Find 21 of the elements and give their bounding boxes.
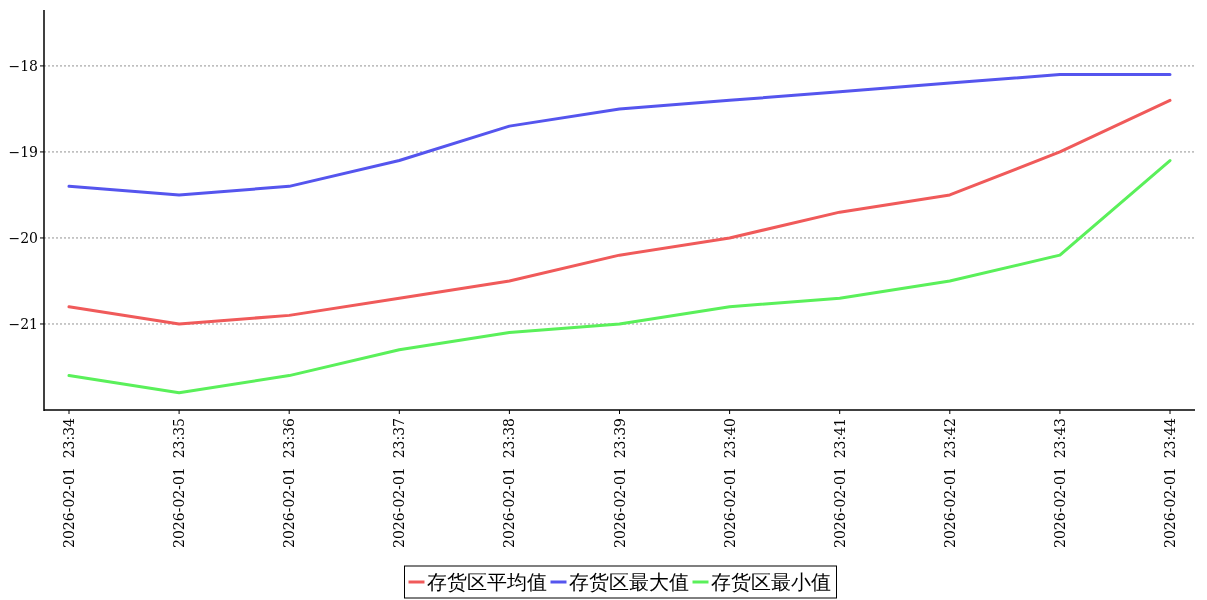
- x-tick-label: 2026-02-01 23:41: [831, 418, 848, 548]
- line-series: [67, 73, 1172, 197]
- legend-label: 存货区平均值: [426, 570, 547, 594]
- y-tick-label: −20: [8, 229, 38, 246]
- legend-label: 存货区最小值: [710, 570, 831, 594]
- y-tick-label: −18: [8, 57, 38, 74]
- x-tick-label: 2026-02-01 23:39: [611, 418, 628, 548]
- x-tick-label: 2026-02-01 23:40: [721, 418, 738, 548]
- x-tick-label: 2026-02-01 23:35: [171, 418, 188, 548]
- legend-label: 存货区最大值: [568, 570, 689, 594]
- x-tick-label: 2026-02-01 23:34: [61, 417, 77, 548]
- y-tick-label: −19: [8, 143, 38, 160]
- x-tick-label: 2026-02-01 23:44: [1162, 417, 1178, 548]
- x-tick-label: 2026-02-01 23:37: [391, 418, 408, 548]
- x-tick-label: 2026-02-01 23:43: [1051, 418, 1068, 548]
- x-tick-label: 2026-02-01 23:38: [501, 418, 518, 548]
- y-tick-label: −21: [8, 315, 38, 332]
- x-tick-label: 2026-02-01 23:42: [941, 418, 958, 548]
- line-series: [67, 98, 1172, 326]
- line-series: [67, 159, 1172, 395]
- x-tick-label: 2026-02-01 23:36: [281, 417, 298, 548]
